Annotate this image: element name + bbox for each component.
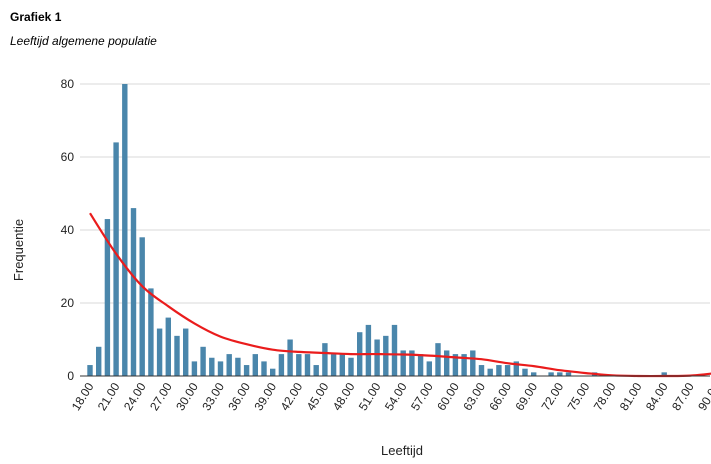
bar [156, 328, 163, 376]
x-tick-label: 51.00 [356, 380, 384, 413]
bar [243, 365, 250, 376]
bar [104, 219, 111, 376]
y-axis-ticks: 0 20 40 60 80 [61, 77, 75, 383]
x-tick-label: 84.00 [643, 380, 671, 413]
bar [270, 368, 276, 376]
bar [235, 357, 241, 376]
bar [557, 372, 563, 376]
bar [417, 354, 424, 376]
bar [400, 350, 406, 376]
bar [487, 368, 493, 376]
y-tick-label: 0 [67, 369, 74, 383]
trendline [89, 212, 711, 378]
x-tick-label: 81.00 [617, 380, 645, 413]
bar [226, 354, 232, 376]
bar [313, 365, 319, 376]
bar [96, 346, 102, 376]
x-tick-label: 39.00 [251, 380, 279, 413]
bar [461, 354, 467, 376]
x-tick-label: 75.00 [565, 380, 593, 413]
x-tick-label: 42.00 [278, 380, 306, 413]
x-tick-label: 72.00 [539, 380, 567, 413]
x-axis-ticks: 18.0021.0024.0027.0030.0033.0036.0039.00… [69, 380, 711, 413]
bar [113, 142, 119, 376]
gridlines [80, 83, 710, 304]
y-tick-label: 20 [61, 296, 75, 310]
bar [139, 237, 145, 376]
bar [426, 361, 432, 376]
bar [330, 354, 337, 376]
x-tick-label: 45.00 [304, 380, 332, 413]
bar [165, 317, 171, 376]
bar [504, 365, 511, 376]
x-tick-label: 21.00 [95, 380, 123, 413]
bar [183, 328, 189, 376]
bar [478, 365, 485, 376]
bar [130, 208, 137, 376]
x-tick-label: 36.00 [225, 380, 253, 413]
bar [191, 361, 198, 376]
bar [278, 354, 285, 376]
x-tick-label: 60.00 [434, 380, 462, 413]
y-tick-label: 60 [61, 150, 75, 164]
bar [348, 357, 354, 376]
x-tick-label: 18.00 [69, 380, 97, 413]
bar [122, 84, 128, 376]
bar-series [87, 84, 667, 376]
x-tick-label: 63.00 [460, 380, 488, 413]
bar [296, 354, 302, 376]
bar [444, 350, 450, 376]
bar [287, 339, 293, 376]
bar [391, 324, 398, 376]
bar [200, 346, 206, 376]
bar [383, 335, 389, 376]
bar [531, 372, 537, 376]
bar [209, 357, 215, 376]
bar [174, 335, 180, 376]
bar [148, 288, 154, 376]
bar [470, 350, 476, 376]
bar [252, 354, 258, 376]
x-tick-label: 30.00 [173, 380, 201, 413]
bar [322, 343, 328, 376]
x-tick-label: 66.00 [486, 380, 514, 413]
x-axis-label: Leeftijd [381, 443, 423, 458]
x-tick-label: 87.00 [669, 380, 697, 413]
x-tick-label: 57.00 [408, 380, 436, 413]
y-axis-label: Frequentie [11, 219, 26, 281]
x-tick-label: 48.00 [330, 380, 358, 413]
x-tick-label: 78.00 [591, 380, 619, 413]
x-tick-label: 24.00 [121, 380, 149, 413]
bar [496, 365, 502, 376]
chart-title: Grafiek 1 [10, 10, 62, 24]
bar [217, 361, 224, 376]
bar [522, 368, 528, 376]
bar [409, 350, 415, 376]
bar [513, 361, 519, 376]
bar [435, 343, 441, 376]
bar [261, 361, 267, 376]
bar [365, 324, 372, 376]
x-tick-label: 33.00 [199, 380, 227, 413]
bar [661, 372, 667, 376]
bar [565, 372, 572, 376]
bar [374, 339, 380, 376]
x-tick-label: 27.00 [147, 380, 175, 413]
bar [87, 365, 93, 376]
bar [304, 354, 311, 376]
bar [452, 354, 459, 376]
y-tick-label: 40 [61, 223, 75, 237]
x-tick-label: 54.00 [382, 380, 410, 413]
x-tick-label: 69.00 [512, 380, 540, 413]
bar [548, 372, 554, 376]
y-tick-label: 80 [61, 77, 75, 91]
chart-subtitle: Leeftijd algemene populatie [10, 34, 157, 48]
x-tick-label: 90.00 [695, 380, 711, 413]
bar [339, 354, 345, 376]
